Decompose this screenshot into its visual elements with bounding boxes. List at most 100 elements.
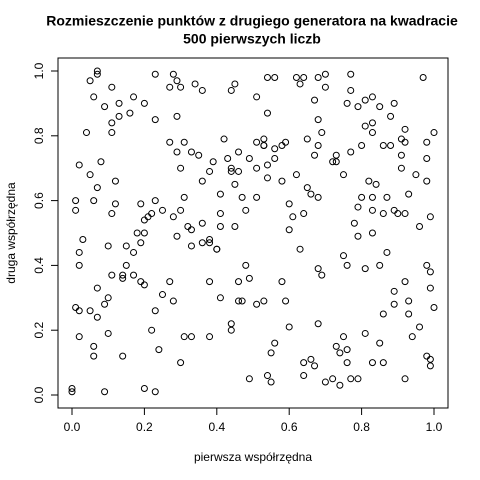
point — [90, 342, 98, 350]
point — [173, 148, 181, 156]
point — [119, 352, 127, 360]
point — [401, 278, 409, 286]
point — [314, 320, 322, 328]
point — [220, 135, 228, 143]
point — [231, 180, 239, 188]
point — [180, 193, 188, 201]
point — [343, 346, 351, 354]
point — [235, 167, 243, 175]
point — [368, 129, 376, 137]
point — [383, 248, 391, 256]
point — [285, 226, 293, 234]
point — [376, 339, 384, 347]
point — [122, 261, 130, 269]
point — [238, 297, 246, 305]
point — [245, 375, 253, 383]
point — [260, 297, 268, 305]
point — [263, 174, 271, 182]
point — [416, 223, 424, 231]
point — [108, 129, 116, 137]
point — [187, 242, 195, 250]
point — [151, 70, 159, 78]
point — [423, 154, 431, 162]
point — [354, 103, 362, 111]
point — [227, 164, 235, 172]
point — [187, 148, 195, 156]
point — [361, 329, 369, 337]
point — [311, 362, 319, 370]
point — [177, 83, 185, 91]
point — [79, 235, 87, 243]
point — [173, 232, 181, 240]
point — [285, 323, 293, 331]
point — [75, 333, 83, 341]
point — [354, 203, 362, 211]
point — [72, 197, 80, 205]
point — [108, 83, 116, 91]
point — [151, 197, 159, 205]
point — [405, 310, 413, 318]
point — [332, 342, 340, 350]
point — [300, 372, 308, 380]
point — [253, 138, 261, 146]
y-tick-label: 0.4 — [32, 257, 46, 274]
point — [235, 297, 243, 305]
point — [169, 213, 177, 221]
point — [263, 372, 271, 380]
point — [423, 177, 431, 185]
point — [115, 112, 123, 120]
point — [169, 297, 177, 305]
point — [253, 193, 261, 201]
point — [111, 200, 119, 208]
point — [108, 271, 116, 279]
point — [130, 93, 138, 101]
point — [307, 190, 315, 198]
point — [423, 261, 431, 269]
point — [379, 142, 387, 150]
point — [401, 210, 409, 218]
point — [267, 378, 275, 386]
point — [314, 116, 322, 124]
point — [224, 154, 232, 162]
point — [180, 138, 188, 146]
point — [282, 297, 290, 305]
point — [347, 70, 355, 78]
x-tick-label: 0.8 — [353, 420, 370, 434]
point — [140, 216, 148, 224]
point — [115, 99, 123, 107]
point — [104, 329, 112, 337]
point — [101, 300, 109, 308]
y-tick-label: 1.0 — [32, 62, 46, 79]
point — [242, 261, 250, 269]
point — [216, 210, 224, 218]
point — [68, 388, 76, 396]
point — [430, 129, 438, 137]
point — [166, 83, 174, 91]
point — [318, 129, 326, 137]
point — [122, 242, 130, 250]
point — [151, 116, 159, 124]
point — [140, 99, 148, 107]
point — [314, 265, 322, 273]
point — [383, 193, 391, 201]
point — [271, 154, 279, 162]
point — [354, 375, 362, 383]
point — [231, 223, 239, 231]
point — [343, 261, 351, 269]
point — [426, 268, 434, 276]
point — [368, 229, 376, 237]
chart-title: Rozmieszczenie punktów z drugiego genera… — [46, 13, 458, 29]
point — [216, 294, 224, 302]
point — [300, 359, 308, 367]
point — [209, 158, 217, 166]
point — [408, 333, 416, 341]
point — [387, 142, 395, 150]
point — [198, 219, 206, 227]
point — [368, 206, 376, 214]
point — [336, 381, 344, 389]
point — [155, 346, 163, 354]
point — [390, 300, 398, 308]
point — [263, 161, 271, 169]
point — [206, 239, 214, 247]
point — [347, 148, 355, 156]
